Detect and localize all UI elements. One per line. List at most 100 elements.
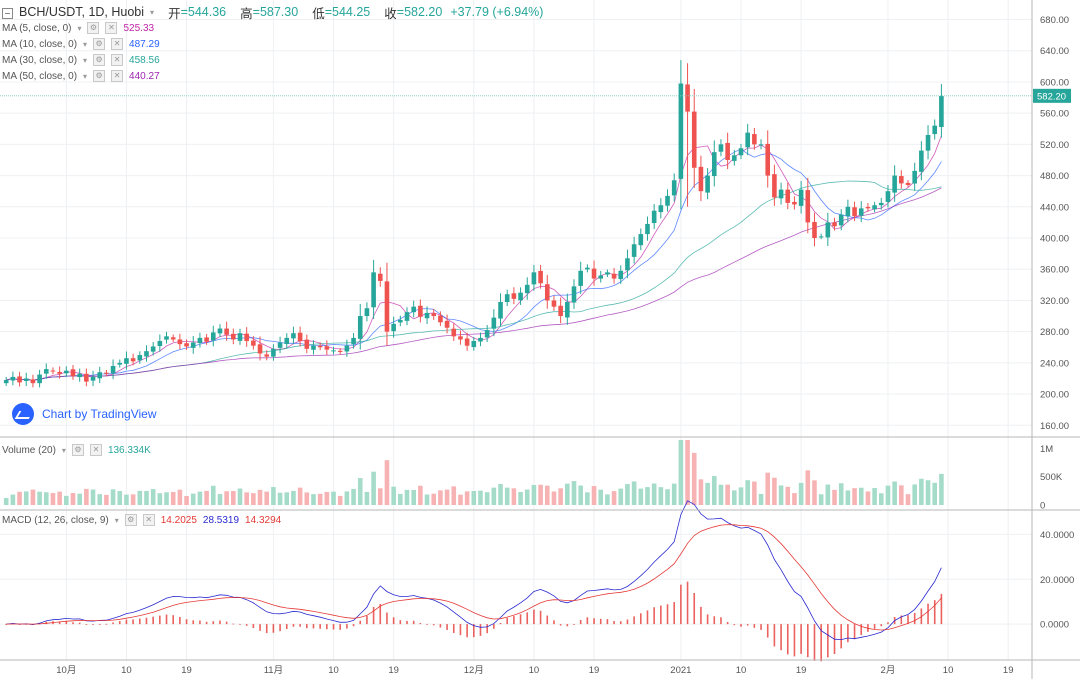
macd-histogram-bar (179, 617, 181, 625)
chevron-down-icon[interactable]: ▾ (83, 71, 88, 81)
macd-histogram-bar (760, 624, 762, 630)
close-icon[interactable]: ✕ (111, 38, 124, 50)
close-icon[interactable]: ✕ (111, 54, 124, 66)
volume-bar (939, 473, 944, 505)
macd-histogram-bar (693, 593, 696, 625)
volume-bar (524, 489, 530, 505)
price-tick-label: 520.00 (1040, 140, 1069, 151)
high-label: 高 (240, 6, 253, 21)
settings-icon[interactable]: ⚙ (93, 54, 106, 66)
macd-histogram-bar (533, 609, 535, 625)
volume-bar (137, 490, 143, 505)
volume-bar (50, 492, 56, 505)
macd-histogram-bar (259, 624, 261, 631)
candle-body (792, 201, 797, 205)
candle-body (711, 152, 717, 177)
volume-bar (912, 484, 917, 505)
tradingview-watermark[interactable]: Chart by TradingView (12, 403, 157, 425)
volume-bar (484, 492, 490, 505)
candle-body (818, 236, 824, 238)
volume-bar (391, 486, 396, 505)
volume-tick-label: 1M (1040, 444, 1053, 455)
macd-histogram-bar (653, 607, 655, 625)
chevron-down-icon[interactable]: ▾ (83, 55, 88, 65)
macd-histogram-bar (65, 621, 68, 625)
candle-body (418, 305, 423, 317)
macd-histogram-bar (452, 624, 455, 633)
volume-bar (858, 487, 864, 505)
chevron-down-icon[interactable]: ▾ (77, 23, 82, 33)
candle-body (578, 270, 583, 286)
volume-bar (224, 491, 229, 505)
volume-bar (371, 471, 376, 505)
candle-body (90, 376, 96, 381)
candle-body (745, 132, 750, 148)
macd-histogram-bar (112, 622, 114, 625)
candle-body (752, 134, 757, 145)
open-value: =544.36 (180, 5, 227, 19)
candle-body (438, 315, 443, 323)
macd-histogram-bar (766, 624, 769, 638)
candle-body (37, 374, 42, 384)
settings-icon[interactable]: ⚙ (93, 70, 106, 82)
volume-bar (625, 484, 630, 505)
macd-histogram-bar (319, 624, 321, 629)
volume-bar (150, 489, 156, 505)
candle-body (424, 312, 430, 319)
macd-histogram-bar (132, 619, 134, 625)
candle-body (625, 258, 630, 271)
settings-icon[interactable]: ⚙ (87, 22, 100, 34)
settings-icon[interactable]: ⚙ (71, 444, 84, 456)
candle-body (351, 337, 356, 345)
volume-bar (404, 489, 410, 505)
macd-histogram-bar (332, 624, 335, 630)
volume-bar (204, 490, 209, 505)
time-tick-label: 19 (796, 665, 807, 676)
volume-bar (478, 490, 483, 505)
macd-histogram-bar (152, 616, 154, 625)
macd-histogram-bar (372, 606, 375, 625)
candle-body (544, 284, 550, 301)
close-icon[interactable]: ✕ (142, 514, 155, 526)
candle-body (678, 83, 684, 179)
candle-body (284, 337, 290, 344)
candle-body (785, 189, 791, 203)
macd-histogram-bar (573, 624, 575, 625)
volume-bar (231, 490, 236, 505)
candle-body (504, 294, 510, 302)
candle-body (50, 370, 56, 372)
collapse-icon[interactable] (2, 7, 13, 19)
chevron-down-icon[interactable]: ▾ (83, 39, 88, 49)
candle-body (925, 135, 931, 151)
macd-histogram-bar (379, 603, 382, 625)
chevron-down-icon[interactable]: ▾ (150, 7, 155, 17)
chevron-down-icon[interactable]: ▾ (114, 515, 119, 525)
price-tick-label: 320.00 (1040, 296, 1069, 307)
settings-icon[interactable]: ⚙ (93, 38, 106, 50)
close-icon[interactable]: ✕ (89, 444, 102, 456)
ma50-value: 440.27 (129, 70, 160, 82)
close-icon[interactable]: ✕ (111, 70, 124, 82)
settings-icon[interactable]: ⚙ (124, 514, 137, 526)
macd-histogram-bar (506, 617, 508, 625)
macd-histogram-bar (85, 624, 88, 625)
candle-body (77, 373, 82, 378)
price-tick-label: 160.00 (1040, 421, 1069, 432)
macd-histogram-bar (165, 614, 168, 625)
last-price-tag (1033, 88, 1071, 103)
macd-histogram-bar (78, 622, 81, 625)
macd-tick-label: 20.0000 (1040, 575, 1074, 586)
macd-histogram-bar (159, 615, 161, 625)
close-icon[interactable]: ✕ (105, 22, 118, 34)
candle-body (919, 150, 924, 172)
macd-histogram-bar (419, 622, 422, 625)
candle-body (204, 337, 209, 342)
volume-bar (438, 490, 443, 505)
chevron-down-icon[interactable]: ▾ (61, 445, 66, 455)
macd-histogram-bar (326, 624, 328, 630)
volume-bar (10, 494, 16, 505)
volume-bar (144, 490, 149, 505)
candle-body (311, 345, 316, 350)
volume-bar (418, 485, 423, 505)
